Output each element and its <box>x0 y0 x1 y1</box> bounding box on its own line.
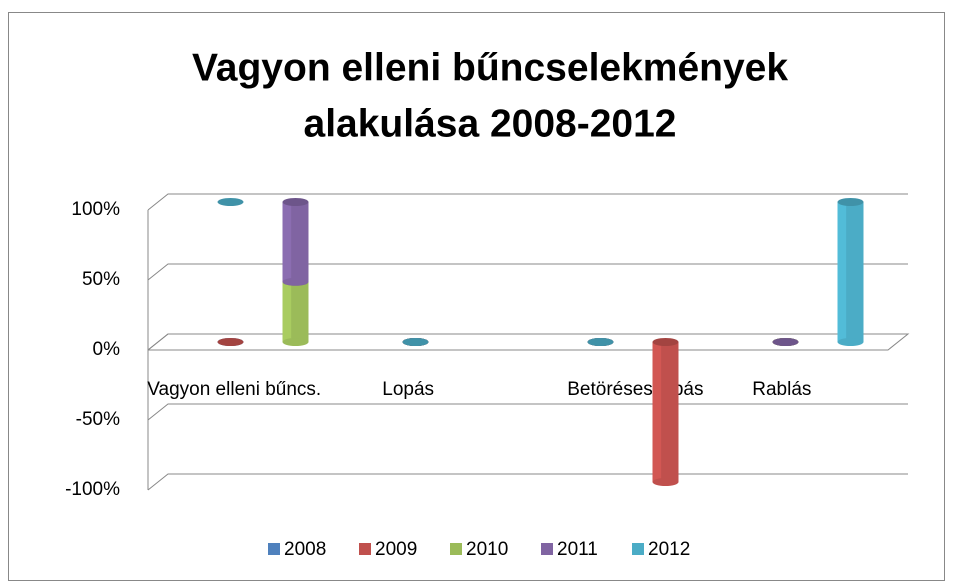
legend-swatch <box>268 543 280 555</box>
grid-line <box>147 193 908 211</box>
bar-part <box>217 198 244 206</box>
bar <box>282 277 309 346</box>
x-tick-label: Rablás <box>752 379 811 400</box>
bar-part <box>402 338 429 346</box>
bar-part <box>837 338 864 346</box>
legend-label: 2010 <box>466 539 508 560</box>
legend-swatch <box>359 543 371 555</box>
chart-title: Vagyon elleni bűncselekmények <box>192 46 788 89</box>
legend-swatch <box>541 543 553 555</box>
y-tick-label: 0% <box>93 339 121 360</box>
y-tick-label: -50% <box>76 409 120 430</box>
floor <box>147 333 910 351</box>
bar-part <box>217 338 244 346</box>
bar-part <box>282 338 309 346</box>
bar-part <box>282 198 309 206</box>
bar-part <box>282 281 292 342</box>
bar-part <box>652 342 662 482</box>
legend-label: 2011 <box>557 539 598 560</box>
legend-swatch <box>450 543 462 555</box>
legend-swatch <box>632 543 644 555</box>
y-tick-label: -100% <box>65 479 120 500</box>
grid-line <box>147 263 908 281</box>
y-tick-label: 100% <box>71 199 120 220</box>
y-tick-label: 50% <box>82 269 120 290</box>
bar-part <box>587 338 614 346</box>
x-tick-label: Vagyon elleni bűncs. <box>147 379 321 400</box>
bar <box>402 338 429 346</box>
legend-label: 2012 <box>648 539 690 560</box>
bar-part <box>652 478 679 486</box>
bar-part <box>772 338 799 346</box>
bar <box>837 198 864 346</box>
bar <box>282 198 309 286</box>
x-tick-label: Betöréses lopás <box>567 379 703 400</box>
chart-border <box>8 12 945 581</box>
bar <box>217 338 244 346</box>
bar <box>652 338 679 486</box>
bar-part <box>282 202 292 282</box>
bar-part <box>282 277 309 286</box>
legend-label: 2008 <box>284 539 326 560</box>
bar <box>772 338 799 346</box>
x-tick-label: Lopás <box>382 379 434 400</box>
bar <box>587 338 614 346</box>
chart-title: alakulása 2008-2012 <box>304 102 677 145</box>
legend-label: 2009 <box>375 539 417 560</box>
bar <box>217 198 244 206</box>
bar-part <box>652 338 679 346</box>
bar-part <box>837 198 864 206</box>
bar-part <box>837 202 847 342</box>
